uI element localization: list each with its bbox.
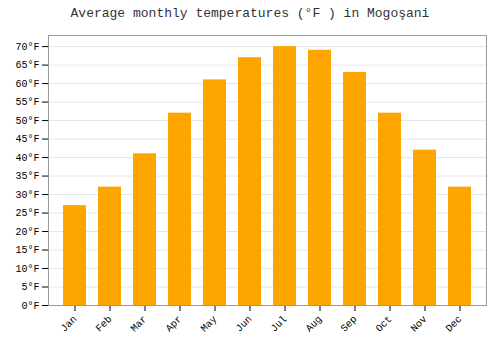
svg-text:10°F: 10°F <box>15 264 39 275</box>
svg-text:15°F: 15°F <box>15 245 39 256</box>
svg-text:Jun: Jun <box>234 314 255 335</box>
svg-text:60°F: 60°F <box>15 79 39 90</box>
svg-text:Aug: Aug <box>304 314 325 335</box>
svg-text:0°F: 0°F <box>21 301 39 312</box>
svg-text:Feb: Feb <box>94 314 115 335</box>
svg-text:5°F: 5°F <box>21 282 39 293</box>
svg-text:55°F: 55°F <box>15 97 39 108</box>
svg-text:50°F: 50°F <box>15 116 39 127</box>
svg-text:35°F: 35°F <box>15 171 39 182</box>
svg-text:Mar: Mar <box>129 314 150 335</box>
svg-text:Apr: Apr <box>164 314 185 335</box>
html-text:Average monthly temperatures (: Average monthly temperatures (°F ) in Mo… <box>70 6 430 21</box>
svg-text:30°F: 30°F <box>15 190 39 201</box>
svg-text:Sep: Sep <box>339 314 360 335</box>
svg-text:Jul: Jul <box>269 314 290 335</box>
svg-text:40°F: 40°F <box>15 153 39 164</box>
svg-text:Jan: Jan <box>59 314 80 335</box>
svg-text:May: May <box>199 314 220 335</box>
svg-text:Nov: Nov <box>409 314 430 335</box>
svg-text:70°F: 70°F <box>15 42 39 53</box>
svg-text:Dec: Dec <box>444 314 465 335</box>
svg-text:45°F: 45°F <box>15 134 39 145</box>
svg-text:25°F: 25°F <box>15 208 39 219</box>
svg-text:Oct: Oct <box>374 314 395 335</box>
svg-text:65°F: 65°F <box>15 60 39 71</box>
svg-text:20°F: 20°F <box>15 227 39 238</box>
